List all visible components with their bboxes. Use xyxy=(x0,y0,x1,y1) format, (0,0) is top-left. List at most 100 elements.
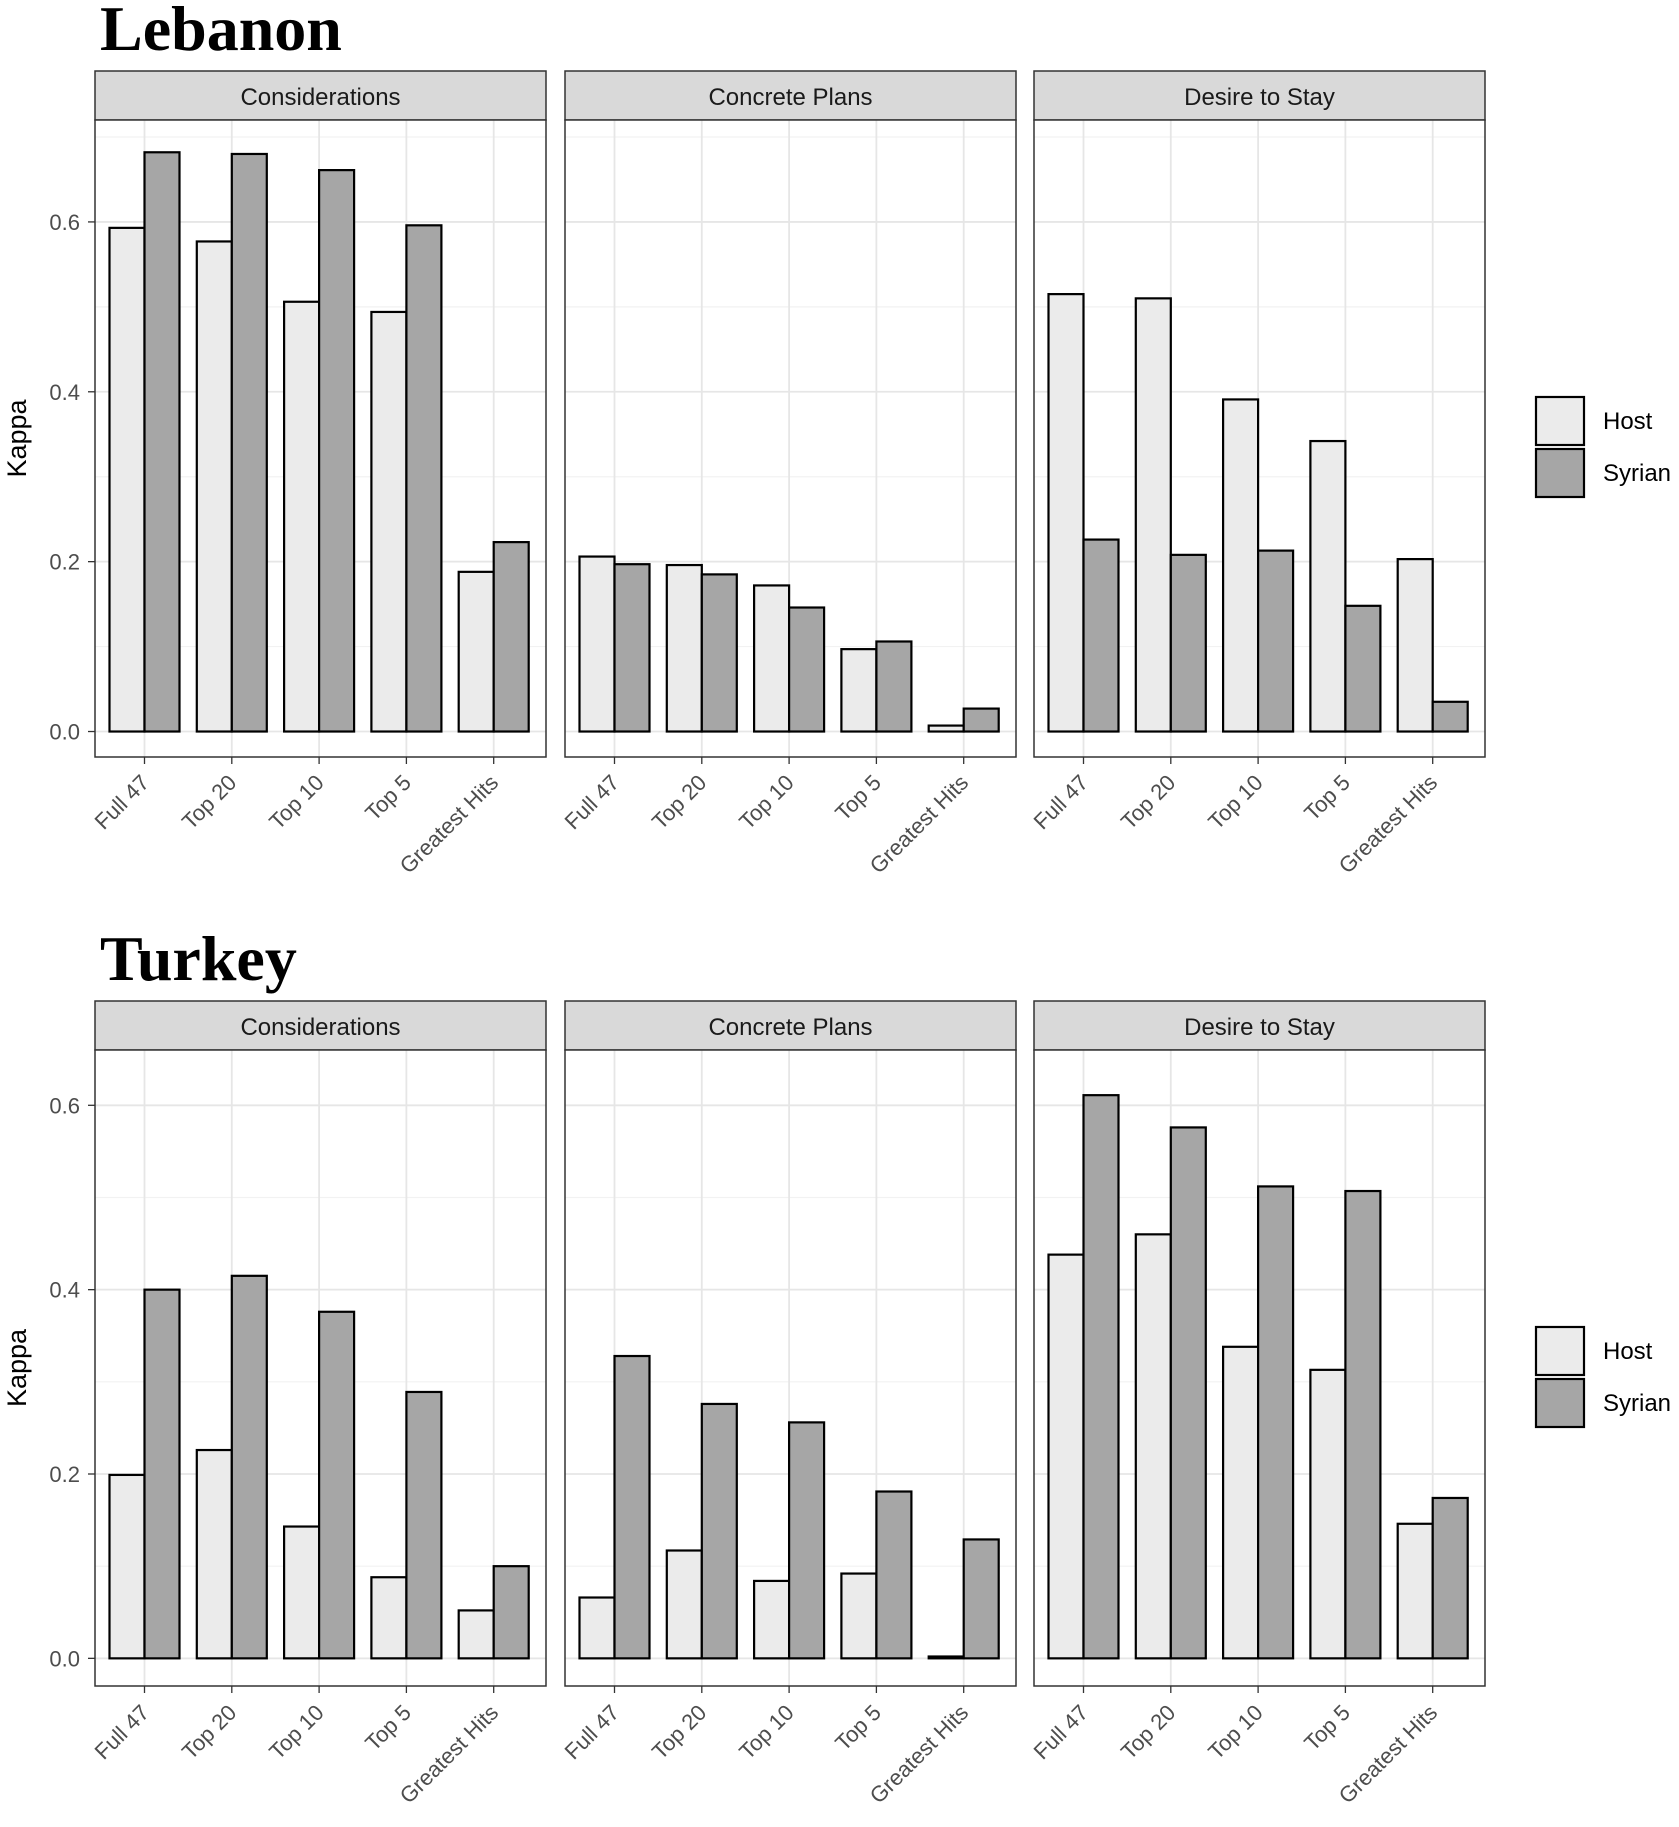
bar-host xyxy=(1047,1253,1085,1660)
bar-host xyxy=(1047,293,1085,733)
y-tick-label: 0.0 xyxy=(49,720,80,745)
y-tick-label: 0.6 xyxy=(49,210,80,235)
bar-host xyxy=(108,226,146,733)
bar-syrian xyxy=(1082,538,1120,733)
x-tick-label: Top 20 xyxy=(1116,1700,1180,1764)
bar-syrian xyxy=(143,1288,181,1660)
bar-syrian xyxy=(1431,1496,1469,1660)
x-tick-label: Top 20 xyxy=(1116,770,1180,834)
bar-host xyxy=(840,1572,878,1660)
x-tick-label: Top 20 xyxy=(177,770,241,834)
bar-syrian xyxy=(613,563,651,733)
bar-host xyxy=(1396,558,1434,733)
bar-host xyxy=(1396,1522,1434,1660)
bar-syrian xyxy=(787,1421,826,1660)
x-tick-label: Top 5 xyxy=(1299,770,1355,826)
chart-title: Lebanon xyxy=(100,0,342,64)
x-tick-label: Top 10 xyxy=(1203,770,1267,834)
bar-syrian xyxy=(230,1274,268,1660)
legend-label-syrian: Syrian xyxy=(1603,1390,1671,1417)
x-tick-label: Full 47 xyxy=(1029,1700,1093,1764)
bar-host xyxy=(578,1596,616,1660)
panel-border xyxy=(94,1049,547,1687)
bar-syrian xyxy=(405,1390,443,1660)
y-tick-label: 0.4 xyxy=(49,380,80,405)
legend-label-host: Host xyxy=(1603,1338,1653,1365)
bar-host xyxy=(108,1473,146,1660)
panel-border xyxy=(564,119,1017,758)
bar-host xyxy=(457,1609,495,1660)
facet-strip-label: Concrete Plans xyxy=(708,1014,872,1041)
y-tick-label: 0.0 xyxy=(49,1646,80,1671)
bar-syrian xyxy=(492,541,530,733)
bar-syrian xyxy=(875,1490,913,1660)
bar-host xyxy=(578,555,616,733)
bar-host xyxy=(1134,1233,1172,1660)
facet-strip xyxy=(1033,70,1486,121)
facet-strip xyxy=(94,70,547,121)
legend-key-host xyxy=(1534,1325,1586,1377)
y-tick-label: 0.4 xyxy=(49,1278,80,1303)
bar-syrian xyxy=(1431,700,1469,733)
bar-syrian xyxy=(1256,549,1295,733)
bar-host xyxy=(752,584,791,733)
y-tick-label: 0.2 xyxy=(49,550,80,575)
bar-host xyxy=(665,563,703,733)
bar-syrian xyxy=(962,707,1000,733)
x-tick-label: Top 10 xyxy=(734,770,798,834)
bar-host xyxy=(457,570,495,733)
bar-syrian xyxy=(318,1310,356,1660)
x-tick-label: Top 5 xyxy=(830,1700,886,1756)
x-tick-label: Top 20 xyxy=(647,770,711,834)
bar-host xyxy=(1134,297,1172,733)
bar-host xyxy=(195,240,233,733)
x-tick-label: Full 47 xyxy=(560,770,624,834)
y-tick-label: 0.6 xyxy=(49,1093,80,1118)
bar-host xyxy=(195,1448,233,1660)
bar-host xyxy=(370,1576,408,1660)
facet-strip-label: Desire to Stay xyxy=(1184,1014,1335,1041)
bar-syrian xyxy=(230,152,268,733)
facet-strip-label: Desire to Stay xyxy=(1184,84,1335,111)
x-tick-label: Full 47 xyxy=(560,1700,624,1764)
legend-label-syrian: Syrian xyxy=(1603,460,1671,487)
bar-host xyxy=(1309,439,1347,733)
chart-turkey: Turkey Kappa 0.0 0.2 0.4 0.6 Considerations Ful… xyxy=(2,923,1671,1808)
bar-syrian xyxy=(1082,1094,1120,1660)
panel-border xyxy=(564,1049,1017,1687)
chart-title: Turkey xyxy=(100,923,297,994)
facet-strip-label: Concrete Plans xyxy=(708,84,872,111)
bar-syrian xyxy=(787,606,826,733)
x-tick-label: Top 5 xyxy=(360,770,416,826)
x-tick-label: Top 5 xyxy=(1299,1700,1355,1756)
panel-border xyxy=(94,119,547,758)
x-tick-label: Full 47 xyxy=(90,1700,154,1764)
panel-border xyxy=(1033,1049,1486,1687)
bar-syrian xyxy=(318,169,356,733)
bar-syrian xyxy=(962,1538,1000,1660)
bar-host xyxy=(752,1579,791,1660)
legend-key-syrian xyxy=(1534,1377,1586,1429)
bar-host xyxy=(283,1525,321,1660)
y-axis-title: Kappa xyxy=(2,398,32,477)
x-tick-label: Top 20 xyxy=(647,1700,711,1764)
bar-syrian xyxy=(613,1354,651,1660)
bar-syrian xyxy=(1344,604,1382,733)
legend: Host Syrian xyxy=(1534,395,1671,499)
x-tick-label: Top 5 xyxy=(830,770,886,826)
x-tick-label: Top 20 xyxy=(177,1700,241,1764)
facet-strip xyxy=(564,1000,1017,1051)
facet-strip xyxy=(94,1000,547,1051)
bar-host xyxy=(840,648,878,733)
bar-host xyxy=(665,1549,703,1660)
legend-key-syrian xyxy=(1534,447,1586,499)
bar-syrian xyxy=(143,151,181,733)
bar-syrian xyxy=(405,224,443,733)
facet-strip-label: Considerations xyxy=(240,84,400,111)
bar-host xyxy=(1309,1368,1347,1660)
legend-key-host xyxy=(1534,395,1586,447)
